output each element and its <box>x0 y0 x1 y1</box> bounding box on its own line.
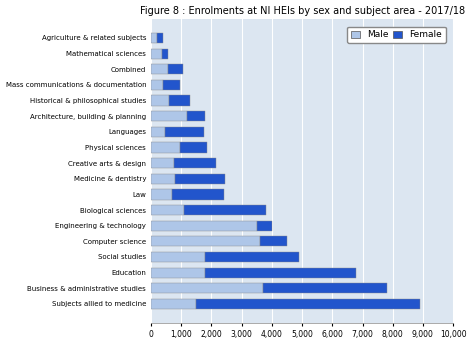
Bar <box>151 220 257 231</box>
Bar <box>151 252 205 262</box>
Bar <box>151 111 187 121</box>
Bar <box>151 268 205 278</box>
Bar <box>157 33 163 43</box>
Bar <box>151 80 163 90</box>
Bar <box>165 127 204 137</box>
Bar <box>151 64 168 75</box>
Bar <box>187 111 205 121</box>
Bar <box>151 142 180 152</box>
Bar <box>260 236 287 246</box>
Bar <box>175 174 225 184</box>
Bar <box>151 96 169 106</box>
Bar <box>151 283 263 293</box>
Bar <box>151 205 184 215</box>
Bar <box>174 158 216 168</box>
Bar <box>172 189 224 199</box>
Bar <box>184 205 266 215</box>
Bar <box>151 236 260 246</box>
Bar <box>168 64 183 75</box>
Bar <box>257 220 272 231</box>
Bar <box>151 33 157 43</box>
Bar <box>151 49 161 59</box>
Bar <box>205 268 356 278</box>
Bar <box>180 142 207 152</box>
Bar <box>161 49 168 59</box>
Title: Figure 8 : Enrolments at NI HEIs by sex and subject area - 2017/18: Figure 8 : Enrolments at NI HEIs by sex … <box>140 6 464 16</box>
Bar <box>196 299 420 309</box>
Bar <box>263 283 387 293</box>
Bar <box>151 299 196 309</box>
Bar <box>151 189 172 199</box>
Bar <box>151 127 165 137</box>
Bar <box>163 80 180 90</box>
Legend: Male, Female: Male, Female <box>347 27 446 43</box>
Bar <box>205 252 299 262</box>
Bar <box>151 174 175 184</box>
Bar <box>151 158 174 168</box>
Bar <box>169 96 190 106</box>
